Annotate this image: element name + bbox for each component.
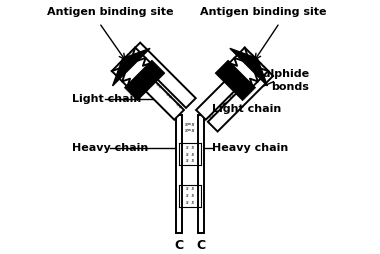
Text: s-s: s-s — [208, 111, 217, 119]
Text: s-s: s-s — [155, 79, 163, 88]
Polygon shape — [208, 66, 273, 132]
Polygon shape — [119, 54, 184, 120]
Text: s-s: s-s — [218, 101, 226, 109]
Polygon shape — [112, 48, 150, 86]
Bar — [176, 115, 182, 233]
Text: Disulphide: Disulphide — [243, 69, 309, 79]
Text: Heavy chain: Heavy chain — [72, 143, 149, 153]
Text: s-s: s-s — [175, 99, 184, 107]
Text: s=s: s=s — [185, 128, 195, 133]
Text: Antigen binding site: Antigen binding site — [47, 7, 173, 17]
Text: C: C — [174, 239, 184, 252]
Polygon shape — [130, 43, 196, 108]
Polygon shape — [229, 47, 268, 87]
Polygon shape — [112, 47, 151, 87]
Text: s-s: s-s — [238, 81, 247, 89]
Text: s  s: s s — [186, 145, 194, 150]
Text: s  s: s s — [186, 193, 194, 198]
Polygon shape — [230, 48, 268, 86]
Bar — [198, 115, 204, 233]
Polygon shape — [215, 60, 256, 101]
Text: Light chain: Light chain — [72, 94, 141, 104]
Text: s  s: s s — [186, 158, 194, 164]
Text: s  s: s s — [186, 200, 194, 205]
Text: s  s: s s — [186, 186, 194, 192]
Text: bonds: bonds — [271, 82, 309, 92]
Polygon shape — [124, 60, 165, 101]
Text: Heavy chain: Heavy chain — [212, 143, 288, 153]
Text: s-s: s-s — [145, 69, 154, 77]
Polygon shape — [196, 54, 261, 120]
Text: s  s: s s — [186, 152, 194, 157]
Text: Antigen binding site: Antigen binding site — [200, 7, 327, 17]
Text: s=s: s=s — [185, 122, 195, 127]
Text: Light chain: Light chain — [212, 104, 281, 114]
Text: s-s: s-s — [165, 89, 174, 98]
Text: s-s: s-s — [228, 91, 236, 99]
Text: C: C — [196, 239, 206, 252]
